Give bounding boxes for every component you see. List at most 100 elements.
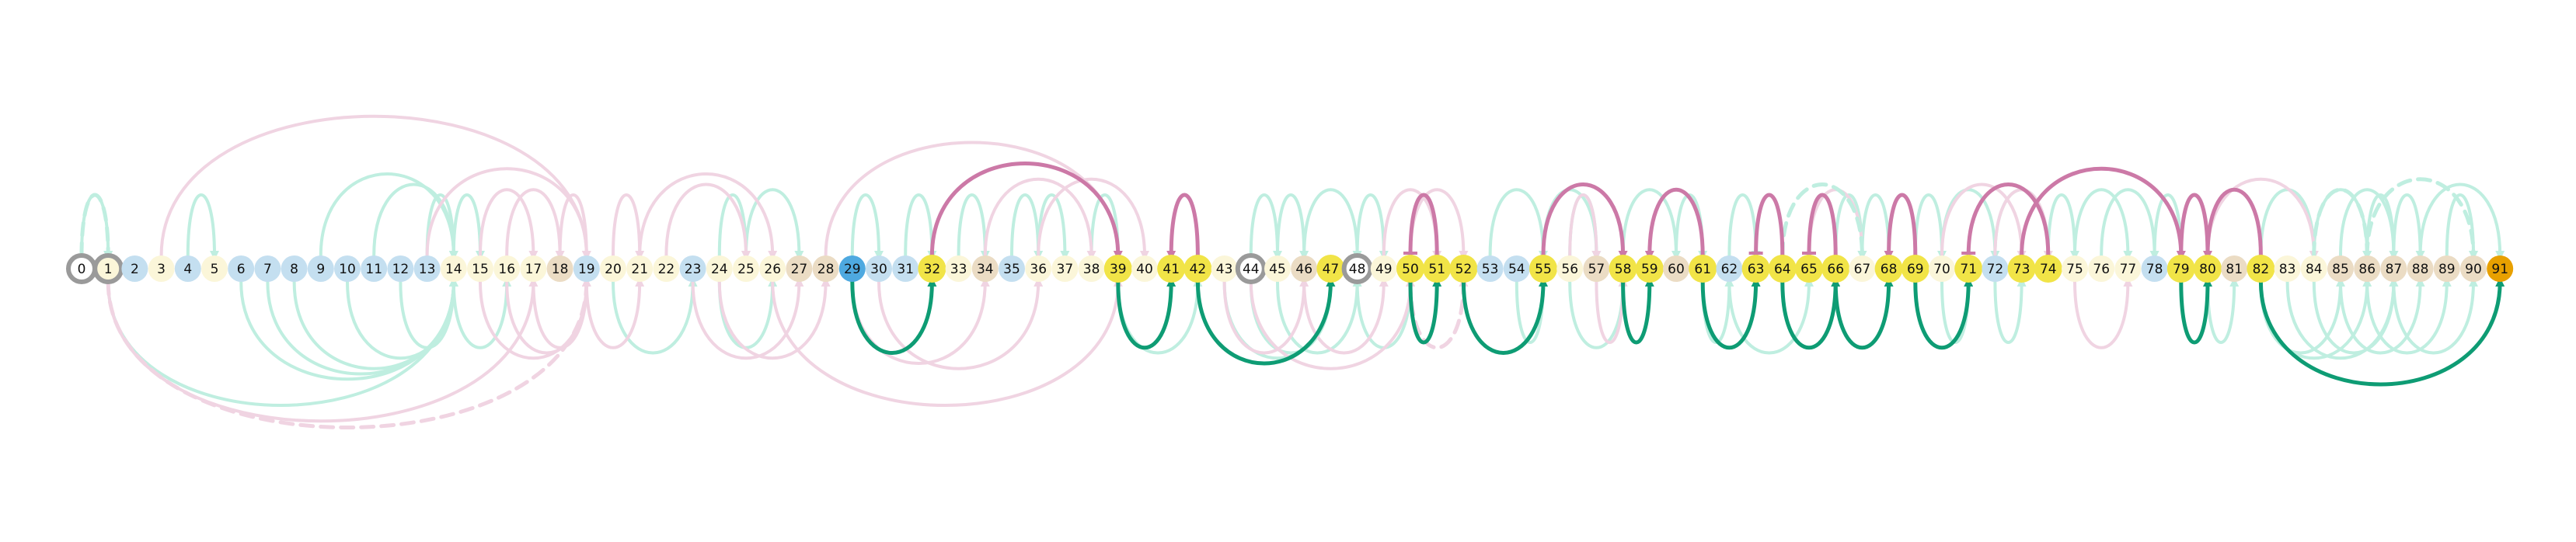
faint-pink-edge-29-34 <box>850 277 990 365</box>
node-34-label: 34 <box>977 262 994 277</box>
node-7-label: 7 <box>263 262 272 277</box>
node-78-circle <box>2141 255 2168 282</box>
node-86: 86 <box>2354 255 2381 282</box>
node-22-label: 22 <box>658 262 675 277</box>
node-49-label: 49 <box>1375 262 1393 277</box>
node-79: 79 <box>2166 255 2195 283</box>
node-9-label: 9 <box>316 262 325 277</box>
node-59-circle <box>1635 255 1664 283</box>
faint-pink-edge-36-40 <box>1037 177 1149 260</box>
node-82-label: 82 <box>2253 262 2270 277</box>
node-65: 65 <box>1795 255 1823 283</box>
node-84: 84 <box>2300 255 2327 282</box>
node-15: 15 <box>467 255 493 282</box>
dashed-pink-edge-1-19 <box>106 277 591 429</box>
dashed-green-edge-0-1 <box>79 193 113 260</box>
node-76-label: 76 <box>2093 262 2110 277</box>
node-52-circle <box>1449 255 1478 283</box>
node-84-circle <box>2300 255 2327 282</box>
node-75-label: 75 <box>2066 262 2083 277</box>
faint-green-edge-35-36 <box>1010 193 1044 260</box>
node-24-label: 24 <box>711 262 728 277</box>
node-25: 25 <box>733 255 759 282</box>
strong-green-edge-42-47 <box>1195 277 1336 366</box>
node-21: 21 <box>626 255 654 282</box>
node-26: 26 <box>759 255 786 282</box>
node-85: 85 <box>2327 255 2354 282</box>
node-81-circle <box>2221 255 2248 282</box>
node-70-label: 70 <box>1933 262 1950 277</box>
node-73-label: 73 <box>2013 262 2030 277</box>
node-58-label: 58 <box>1615 262 1632 277</box>
node-9: 9 <box>307 255 334 282</box>
node-22: 22 <box>653 255 680 282</box>
node-32: 32 <box>918 255 946 283</box>
node-82-circle <box>2247 255 2275 283</box>
node-38: 38 <box>1078 255 1105 282</box>
node-9-circle <box>307 255 334 282</box>
node-23-circle <box>679 255 706 282</box>
strong-pink-edge-80-79 <box>2176 193 2210 260</box>
node-8: 8 <box>281 255 308 282</box>
node-16-label: 16 <box>498 262 515 277</box>
node-86-label: 86 <box>2358 262 2376 277</box>
node-88-label: 88 <box>2412 262 2429 277</box>
node-11-label: 11 <box>365 262 382 277</box>
node-19-circle <box>573 255 600 282</box>
node-69-label: 69 <box>1907 262 1924 277</box>
node-58: 58 <box>1609 255 1637 283</box>
node-25-circle <box>733 255 759 282</box>
node-77-circle <box>2114 255 2142 282</box>
faint-pink-edge-19-21 <box>584 277 645 349</box>
node-55-label: 55 <box>1535 262 1552 277</box>
node-7-circle <box>254 255 281 282</box>
node-38-label: 38 <box>1083 262 1100 277</box>
faint-pink-edge-70-73 <box>1940 182 2027 260</box>
node-47-label: 47 <box>1323 262 1340 277</box>
node-38-circle <box>1078 255 1105 282</box>
node-1: 1 <box>92 253 124 284</box>
faint-green-edge-20-23 <box>612 277 698 355</box>
node-90-label: 90 <box>2465 262 2482 277</box>
node-48-label: 48 <box>1349 262 1366 277</box>
node-52-label: 52 <box>1455 262 1473 277</box>
node-14-label: 14 <box>445 262 462 277</box>
node-67-circle <box>1849 255 1876 282</box>
faint-pink-edge-1-17 <box>106 277 539 423</box>
node-81-label: 81 <box>2226 262 2243 277</box>
node-47-circle <box>1316 255 1345 283</box>
node-36: 36 <box>1025 255 1052 282</box>
faint-green-edge-80-81 <box>2206 277 2240 344</box>
node-27: 27 <box>786 255 813 282</box>
faint-green-edge-89-90 <box>2445 193 2478 260</box>
faint-pink-edge-34-38 <box>983 177 1096 260</box>
node-55-circle <box>1529 255 1557 283</box>
faint-green-edge-72-73 <box>1993 277 2027 344</box>
strong-pink-edge-64-63 <box>1754 193 1785 258</box>
node-59-label: 59 <box>1641 262 1658 277</box>
strong-green-edge-64-66 <box>1780 277 1841 350</box>
node-11-circle <box>361 255 388 282</box>
node-74: 74 <box>2034 255 2062 283</box>
node-45-circle <box>1264 255 1291 282</box>
dashed-green-edge-86-90 <box>2365 177 2478 260</box>
strong-pink-edge-69-68 <box>1884 193 1918 260</box>
node-57-label: 57 <box>1588 262 1605 277</box>
node-86-circle <box>2354 255 2381 282</box>
node-18-label: 18 <box>552 262 569 277</box>
node-91-circle <box>2487 255 2514 282</box>
faint-green-edge-14-15 <box>451 193 485 260</box>
node-74-circle <box>2034 255 2062 283</box>
node-17-circle <box>520 255 547 282</box>
faint-pink-edge-3-19 <box>159 114 591 260</box>
node-72-label: 72 <box>1987 262 2004 277</box>
node-77-label: 77 <box>2120 262 2137 277</box>
node-27-label: 27 <box>791 262 808 277</box>
node-56-label: 56 <box>1561 262 1578 277</box>
node-36-circle <box>1025 255 1052 282</box>
node-39: 39 <box>1103 255 1132 283</box>
strong-pink-edge-42-41 <box>1166 193 1200 260</box>
node-33-label: 33 <box>950 262 967 277</box>
node-54-circle <box>1503 255 1530 282</box>
node-8-circle <box>281 255 308 282</box>
